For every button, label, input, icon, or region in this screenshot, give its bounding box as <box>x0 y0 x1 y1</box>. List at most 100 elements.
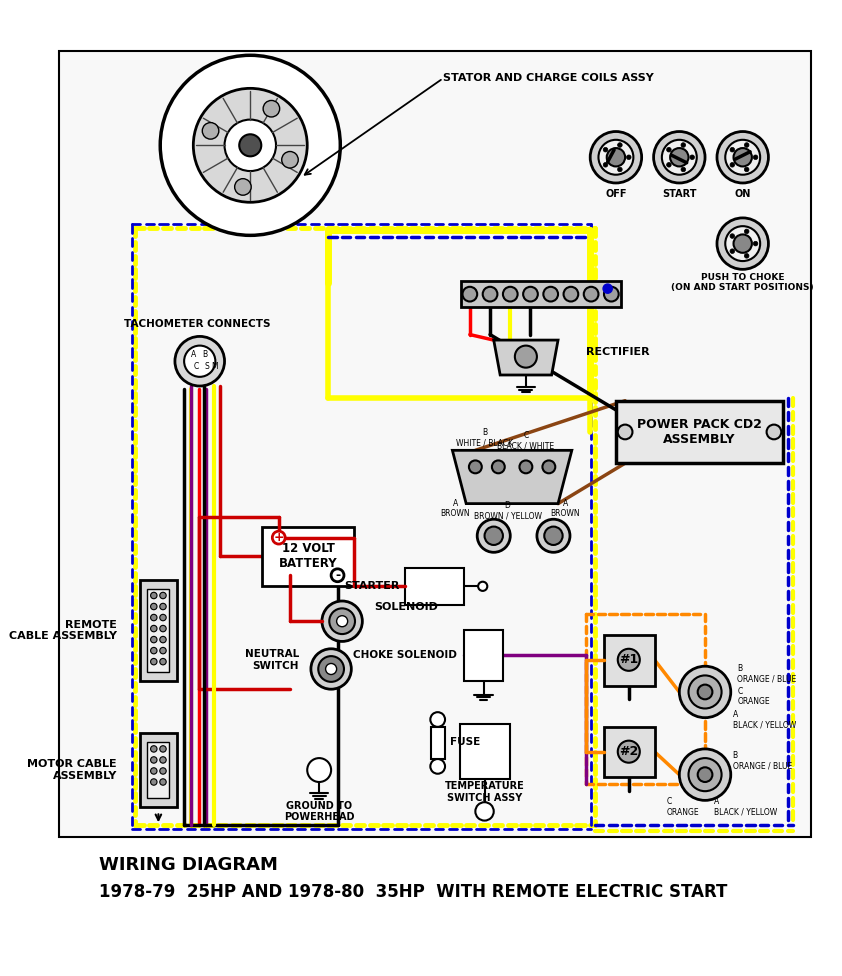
Circle shape <box>590 132 642 183</box>
Circle shape <box>337 616 348 627</box>
Text: SOLENOID: SOLENOID <box>375 602 438 612</box>
Circle shape <box>160 56 340 235</box>
Text: RECTIFIER: RECTIFIER <box>585 347 649 357</box>
Circle shape <box>151 603 157 610</box>
Bar <box>461 281 621 307</box>
Circle shape <box>514 346 537 368</box>
Circle shape <box>462 287 477 302</box>
Bar <box>147 743 169 797</box>
Circle shape <box>681 142 685 147</box>
Text: B
WHITE / BLACK: B WHITE / BLACK <box>456 427 513 447</box>
Circle shape <box>264 101 280 117</box>
Circle shape <box>430 712 445 727</box>
Text: -: - <box>335 569 340 582</box>
Circle shape <box>478 582 488 590</box>
Circle shape <box>151 768 157 774</box>
Circle shape <box>744 167 749 172</box>
Circle shape <box>160 768 166 774</box>
Circle shape <box>282 151 298 168</box>
Circle shape <box>523 287 538 302</box>
Circle shape <box>766 425 781 439</box>
Text: OFF: OFF <box>605 189 626 199</box>
Text: A
BLACK / YELLOW: A BLACK / YELLOW <box>733 710 796 729</box>
Text: TEMPERATURE
SWITCH ASSY: TEMPERATURE SWITCH ASSY <box>445 782 525 803</box>
Circle shape <box>151 746 157 752</box>
Bar <box>464 630 503 681</box>
Text: MOTOR CABLE
ASSEMBLY: MOTOR CABLE ASSEMBLY <box>28 759 117 781</box>
Text: A: A <box>190 350 196 359</box>
Circle shape <box>744 254 749 258</box>
Circle shape <box>484 527 503 545</box>
Circle shape <box>584 287 599 302</box>
Bar <box>140 580 177 681</box>
Circle shape <box>667 147 671 152</box>
Text: #2: #2 <box>619 746 638 758</box>
Bar <box>616 401 783 464</box>
Circle shape <box>160 636 166 643</box>
Text: STATOR AND CHARGE COILS ASSY: STATOR AND CHARGE COILS ASSY <box>443 73 654 83</box>
Circle shape <box>151 592 157 598</box>
Circle shape <box>184 346 216 377</box>
Circle shape <box>542 461 555 473</box>
Text: POWER PACK CD2
ASSEMBLY: POWER PACK CD2 ASSEMBLY <box>637 418 762 446</box>
Circle shape <box>698 684 712 700</box>
Circle shape <box>603 284 612 293</box>
Circle shape <box>326 664 337 674</box>
Circle shape <box>717 218 769 269</box>
Circle shape <box>160 626 166 631</box>
Text: 12 VOLT
BATTERY: 12 VOLT BATTERY <box>279 542 338 570</box>
Circle shape <box>679 749 731 800</box>
Circle shape <box>160 659 166 665</box>
Text: WIRING DIAGRAM: WIRING DIAGRAM <box>99 856 278 874</box>
Bar <box>604 635 654 685</box>
Circle shape <box>482 287 498 302</box>
Text: B: B <box>203 350 208 359</box>
Text: A
BLACK / YELLOW: A BLACK / YELLOW <box>714 797 777 817</box>
Text: C: C <box>194 362 199 371</box>
Circle shape <box>543 287 558 302</box>
Circle shape <box>744 229 749 233</box>
Circle shape <box>160 756 166 763</box>
Text: B
ORANGE / BLUE: B ORANGE / BLUE <box>738 664 797 683</box>
Circle shape <box>331 569 344 582</box>
Circle shape <box>725 226 760 261</box>
Circle shape <box>744 142 749 147</box>
Text: D
BROWN / YELLOW: D BROWN / YELLOW <box>473 502 541 520</box>
Circle shape <box>160 647 166 654</box>
Circle shape <box>194 89 307 202</box>
Text: A
BROWN: A BROWN <box>440 499 470 518</box>
Circle shape <box>662 140 697 175</box>
Circle shape <box>235 179 251 195</box>
Circle shape <box>730 234 734 238</box>
Circle shape <box>653 132 705 183</box>
Polygon shape <box>452 450 572 504</box>
Circle shape <box>225 120 276 171</box>
Circle shape <box>160 746 166 752</box>
Text: FUSE: FUSE <box>450 738 480 748</box>
Bar <box>262 527 354 587</box>
Text: B
ORANGE / BLUE: B ORANGE / BLUE <box>733 752 791 771</box>
Circle shape <box>151 756 157 763</box>
Bar <box>59 51 811 837</box>
Text: M: M <box>211 362 218 371</box>
Circle shape <box>603 163 608 167</box>
Circle shape <box>520 461 532 473</box>
Circle shape <box>618 649 640 671</box>
Circle shape <box>690 155 695 159</box>
Bar <box>460 724 510 779</box>
Text: TACHOMETER CONNECTS: TACHOMETER CONNECTS <box>125 319 271 330</box>
Circle shape <box>730 147 734 152</box>
Circle shape <box>537 519 570 552</box>
Circle shape <box>604 287 619 302</box>
Circle shape <box>670 148 689 167</box>
Text: C
ORANGE: C ORANGE <box>738 687 770 707</box>
Circle shape <box>681 167 685 172</box>
Circle shape <box>607 148 625 167</box>
Circle shape <box>733 148 752 167</box>
Circle shape <box>307 758 331 782</box>
Text: C
BLACK / WHITE: C BLACK / WHITE <box>498 431 554 451</box>
Circle shape <box>730 249 734 254</box>
Bar <box>604 727 654 778</box>
Circle shape <box>329 608 355 634</box>
Circle shape <box>689 675 722 709</box>
